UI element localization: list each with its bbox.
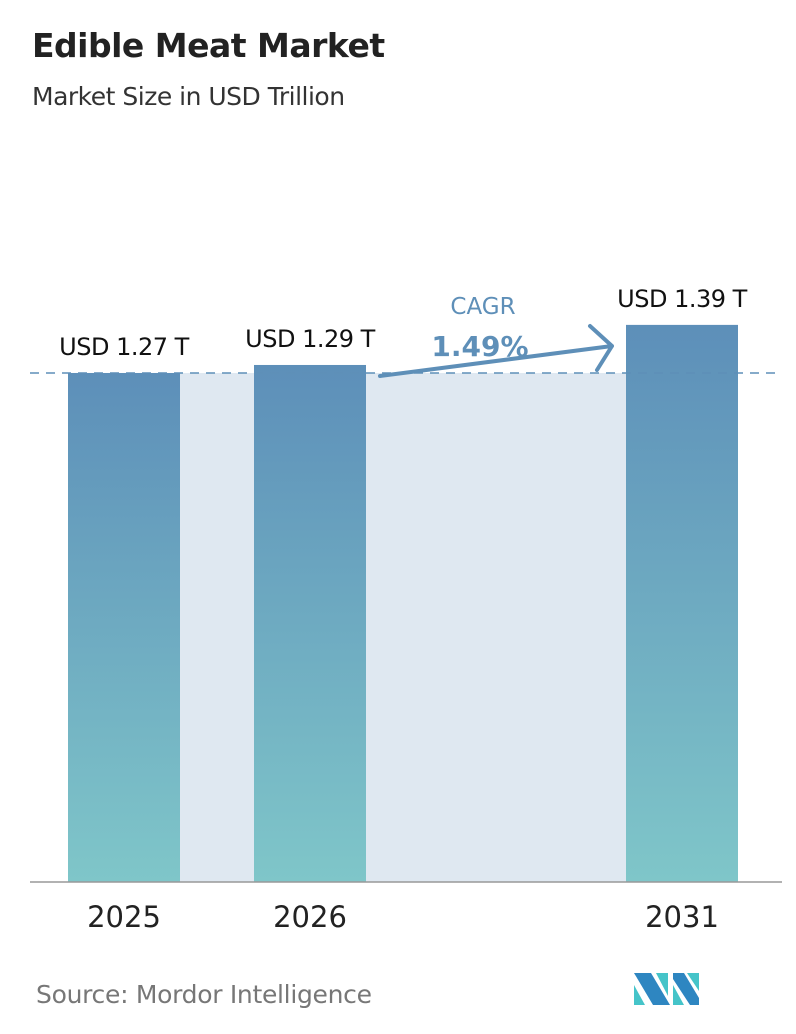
source-note: Source: Mordor Intelligence: [36, 980, 372, 1009]
data-label-2031: USD 1.39 T: [617, 285, 747, 313]
mordor-logo: [634, 973, 699, 1005]
x-tick-2026: 2026: [273, 900, 347, 934]
chart-title: Edible Meat Market: [32, 26, 385, 65]
data-label-2026: USD 1.29 T: [245, 325, 375, 353]
cagr-annotation: CAGR 1.49%: [378, 294, 614, 378]
x-tick-2031: 2031: [645, 900, 719, 934]
cagr-arrow-icon: [378, 324, 614, 378]
bar-2031: [626, 324, 738, 882]
x-tick-2025: 2025: [87, 900, 161, 934]
chart-subtitle: Market Size in USD Trillion: [32, 82, 345, 111]
bar-2025: [68, 372, 180, 882]
cagr-label: CAGR: [450, 294, 515, 320]
bar-2026: [254, 364, 366, 882]
data-label-2025: USD 1.27 T: [59, 333, 189, 361]
cagr-value: 1.49%: [431, 330, 528, 363]
